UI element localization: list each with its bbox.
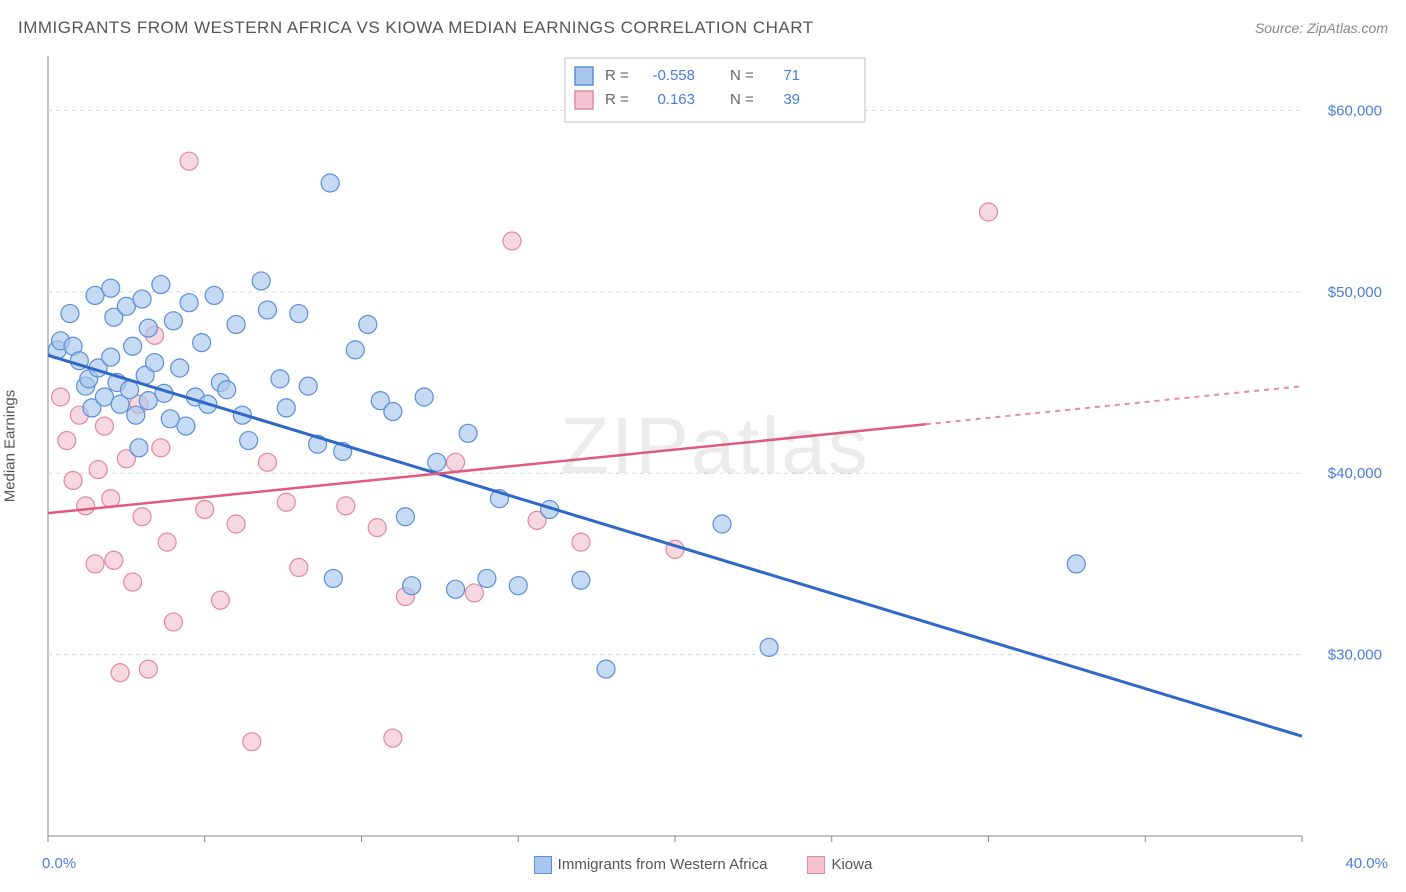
- legend-item-a: Immigrants from Western Africa: [534, 856, 768, 874]
- y-axis-label: Median Earnings: [2, 390, 19, 503]
- plot-area: $30,000 $40,000 $50,000 $60,000 R = -0.558 N =…: [42, 50, 1388, 842]
- header-row: IMMIGRANTS FROM WESTERN AFRICA VS KIOWA …: [18, 18, 1388, 38]
- source-link[interactable]: ZipAtlas.com: [1307, 20, 1388, 36]
- svg-text:R =: R =: [605, 91, 629, 108]
- legend-label-b: Kiowa: [831, 856, 872, 873]
- legend-swatch-b: [807, 856, 825, 874]
- svg-text:N =: N =: [730, 67, 754, 84]
- svg-text:$30,000: $30,000: [1328, 647, 1382, 664]
- legend-swatch-a: [534, 856, 552, 874]
- svg-text:N =: N =: [730, 91, 754, 108]
- svg-text:39: 39: [783, 91, 800, 108]
- scatter-chart: $30,000 $40,000 $50,000 $60,000 R = -0.558 N =…: [42, 50, 1388, 842]
- svg-text:R =: R =: [605, 67, 629, 84]
- svg-text:-0.558: -0.558: [652, 67, 695, 84]
- source-attribution: Source: ZipAtlas.com: [1255, 20, 1388, 36]
- svg-text:$50,000: $50,000: [1328, 284, 1382, 301]
- chart-title: IMMIGRANTS FROM WESTERN AFRICA VS KIOWA …: [18, 18, 814, 38]
- legend-item-b: Kiowa: [807, 856, 872, 874]
- svg-text:$40,000: $40,000: [1328, 465, 1382, 482]
- bottom-legend: Immigrants from Western Africa Kiowa: [0, 856, 1406, 874]
- legend-label-a: Immigrants from Western Africa: [558, 856, 768, 873]
- svg-text:$60,000: $60,000: [1328, 102, 1382, 119]
- svg-text:0.163: 0.163: [657, 91, 695, 108]
- source-prefix: Source:: [1255, 20, 1307, 36]
- svg-text:71: 71: [783, 67, 800, 84]
